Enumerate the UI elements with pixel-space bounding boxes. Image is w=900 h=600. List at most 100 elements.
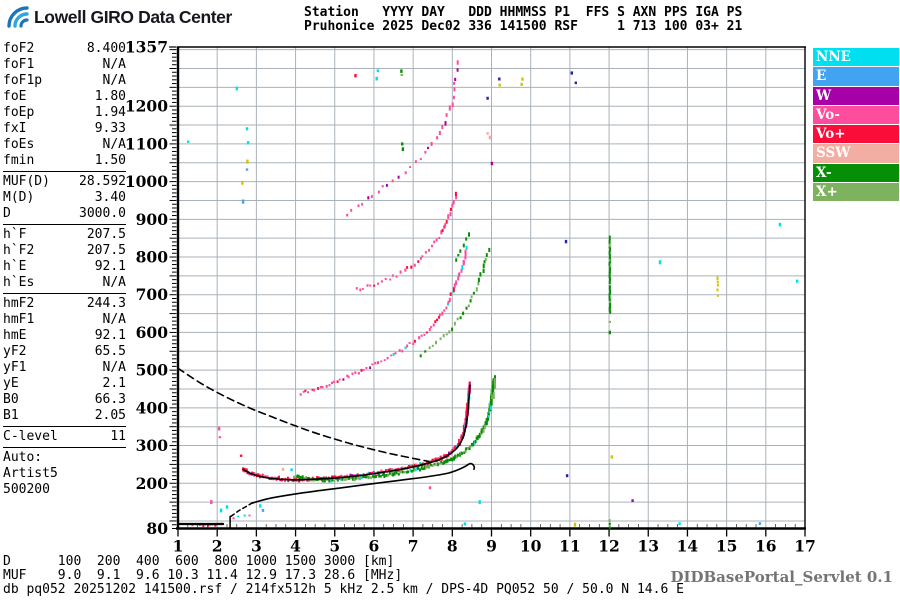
svg-text:11: 11: [559, 537, 581, 556]
param-value: 66.3: [94, 392, 126, 407]
param-value: 207.5: [86, 243, 126, 258]
param-row-artist5: Artist5: [3, 466, 126, 482]
svg-text:15: 15: [716, 537, 738, 556]
param-value: N/A: [102, 137, 126, 152]
param-row-fxi: fxI 9.33: [3, 121, 126, 137]
o-trace-fit: [242, 384, 471, 481]
param-row-fof1p: foF1p N/A: [3, 73, 126, 89]
servlet-version: DIDBasePortal_Servlet 0.1: [670, 568, 893, 586]
profile-F-true-height: [250, 462, 476, 504]
param-label: hmF2: [3, 296, 35, 311]
muf-transmission-curve: [177, 367, 430, 463]
param-label: h`Es: [3, 275, 35, 290]
param-row-hme: hmE 92.1: [3, 328, 126, 344]
svg-text:12: 12: [598, 537, 620, 556]
param-row-b1: B1 2.05: [3, 408, 126, 424]
svg-text:1357: 1357: [125, 38, 168, 57]
svg-text:1000: 1000: [125, 172, 168, 191]
param-label: h`F2: [3, 243, 35, 258]
svg-text:9: 9: [486, 537, 497, 556]
param-row-yf2: yF2 65.5: [3, 344, 126, 360]
svg-text:80: 80: [146, 519, 168, 538]
panel-divider: [3, 426, 126, 427]
param-row-d: D 3000.0: [3, 206, 126, 222]
legend-item-vo: Vo-: [813, 105, 899, 125]
station-header-row: Station YYYY DAY DDD HHMMSS P1 FFS S AXN…: [304, 5, 743, 20]
svg-text:10: 10: [520, 537, 542, 556]
param-row-hmf1: hmF1 N/A: [3, 312, 126, 328]
param-label: hmF1: [3, 312, 35, 327]
param-value: N/A: [102, 73, 126, 88]
legend-item-x: X-: [813, 163, 899, 183]
param-value: 9.33: [94, 121, 126, 136]
legend-item-e: E: [813, 67, 899, 86]
param-label: foEp: [3, 105, 35, 120]
param-value: 2.05: [94, 408, 126, 423]
param-label: Auto:: [3, 450, 43, 465]
param-label: M(D): [3, 190, 35, 205]
param-row-fmin: fmin 1.50: [3, 153, 126, 169]
param-row-yf1: yF1 N/A: [3, 360, 126, 376]
param-row-hes: h`Es N/A: [3, 275, 126, 291]
param-label: foF2: [3, 41, 35, 56]
param-label: 500200: [3, 482, 50, 497]
profile-valley: [230, 502, 253, 518]
svg-text:6: 6: [369, 537, 380, 556]
param-value: 11: [110, 429, 126, 444]
param-label: hmE: [3, 328, 27, 343]
param-value: N/A: [102, 57, 126, 72]
record-info: db pq052 20251202 141500.rsf / 214fx512h…: [3, 581, 684, 597]
svg-text:1: 1: [173, 537, 184, 556]
brand-title: Lowell GIRO Data Center: [34, 6, 232, 27]
param-value: 3000.0: [79, 206, 126, 221]
param-value: N/A: [102, 275, 126, 290]
svg-text:4: 4: [290, 537, 301, 556]
panel-divider: [3, 293, 126, 294]
param-label: C-level: [3, 429, 58, 444]
param-value: 244.3: [86, 296, 126, 311]
svg-text:500: 500: [136, 361, 169, 380]
param-value: 92.1: [94, 328, 126, 343]
param-row-foes: foEs N/A: [3, 137, 126, 153]
param-value: 207.5: [86, 227, 126, 242]
param-label: yF2: [3, 344, 27, 359]
param-label: h`E: [3, 259, 27, 274]
svg-text:800: 800: [136, 248, 169, 267]
param-label: fmin: [3, 153, 35, 168]
param-label: Artist5: [3, 466, 58, 481]
param-row-foe: foE 1.80: [3, 89, 126, 105]
param-label: yF1: [3, 360, 27, 375]
param-value: 1.94: [94, 105, 126, 120]
svg-text:14: 14: [677, 537, 699, 556]
svg-text:200: 200: [136, 474, 169, 493]
distance-row: D 100 200 400 600 800 1000 1500 3000 [km…: [3, 554, 395, 569]
param-label: foEs: [3, 137, 35, 152]
param-value: 1.80: [94, 89, 126, 104]
param-label: D: [3, 206, 11, 221]
param-label: foF1: [3, 57, 35, 72]
param-label: h`F: [3, 227, 27, 242]
param-row-auto: Auto:: [3, 450, 126, 466]
param-row-clevel: C-level 11: [3, 429, 126, 445]
param-value: 1.50: [94, 153, 126, 168]
svg-text:300: 300: [136, 436, 169, 455]
svg-text:5: 5: [329, 537, 340, 556]
svg-text:600: 600: [136, 323, 169, 342]
svg-text:900: 900: [136, 210, 169, 229]
param-row-hmf2: hmF2 244.3: [3, 296, 126, 312]
param-row-500200: 500200: [3, 482, 126, 498]
param-value: 8.400: [86, 41, 126, 56]
param-label: B0: [3, 392, 19, 407]
svg-text:17: 17: [794, 537, 816, 556]
giro-logo[interactable]: Lowell GIRO Data Center: [5, 4, 232, 30]
param-value: 92.1: [94, 259, 126, 274]
svg-text:7: 7: [408, 537, 419, 556]
param-row-hf: h`F 207.5: [3, 227, 126, 243]
svg-text:700: 700: [136, 285, 169, 304]
giro-logo-icon: [7, 6, 29, 28]
polarization-legend: NNE E W Vo- Vo+ SSW X- X+: [813, 48, 899, 202]
legend-item-nne: NNE: [813, 48, 899, 67]
param-row-he: h`E 92.1: [3, 259, 126, 275]
